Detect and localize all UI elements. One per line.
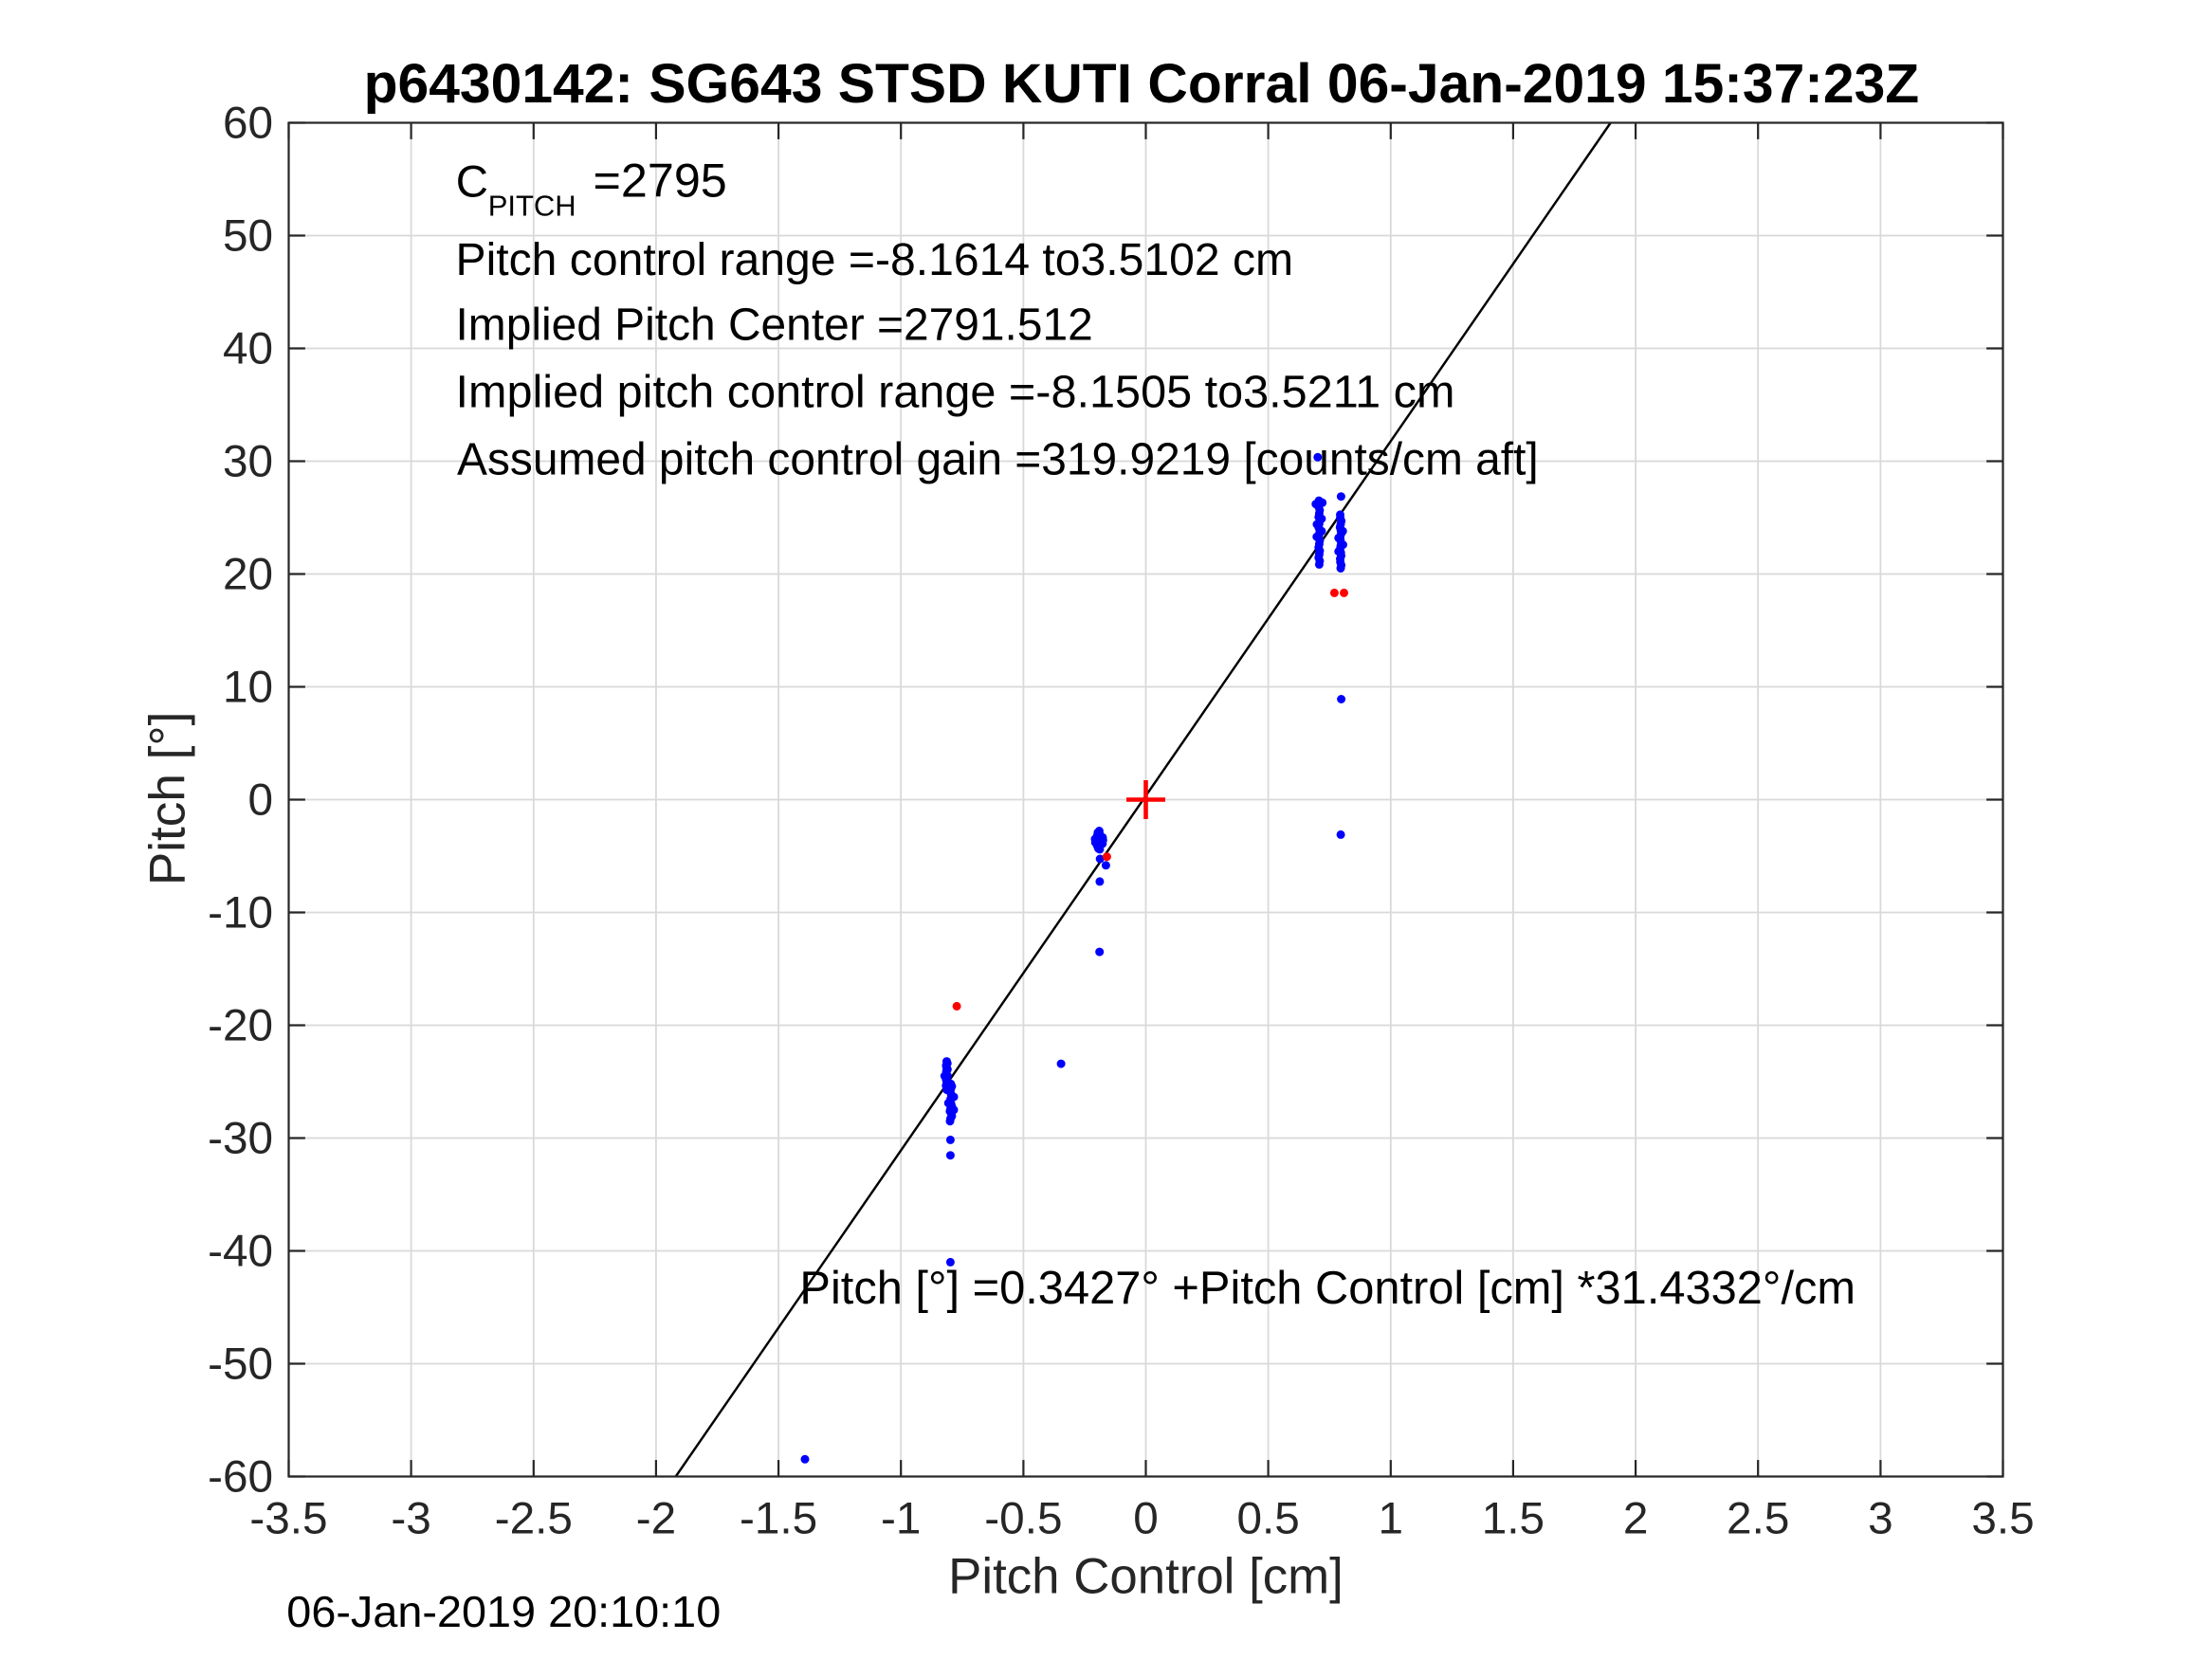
svg-text:2.5: 2.5 — [1727, 1494, 1789, 1544]
svg-text:-10: -10 — [208, 888, 273, 939]
svg-text:-1: -1 — [881, 1494, 921, 1544]
svg-text:-3: -3 — [391, 1494, 430, 1544]
svg-text:-1.5: -1.5 — [740, 1494, 817, 1544]
svg-text:-60: -60 — [208, 1452, 273, 1503]
svg-text:60: 60 — [223, 99, 273, 149]
svg-text:-0.5: -0.5 — [984, 1494, 1062, 1544]
svg-text:-30: -30 — [208, 1114, 273, 1164]
svg-text:-2: -2 — [636, 1494, 676, 1544]
svg-text:0: 0 — [247, 775, 273, 826]
svg-text:-40: -40 — [208, 1227, 273, 1277]
svg-text:=2795: =2795 — [594, 154, 727, 208]
svg-text:Implied pitch control range =-: Implied pitch control range =-8.1505 to3… — [456, 366, 1455, 417]
svg-text:20: 20 — [223, 550, 273, 600]
svg-text:Pitch [°]: Pitch [°] — [140, 712, 196, 886]
svg-text:-50: -50 — [208, 1340, 273, 1390]
svg-text:3.5: 3.5 — [1971, 1494, 2034, 1544]
svg-text:1: 1 — [1379, 1494, 1404, 1544]
svg-text:0.5: 0.5 — [1236, 1494, 1299, 1544]
svg-text:-3.5: -3.5 — [249, 1494, 327, 1544]
svg-text:1.5: 1.5 — [1482, 1494, 1545, 1544]
svg-text:50: 50 — [223, 211, 273, 262]
svg-text:-20: -20 — [208, 1001, 273, 1051]
svg-text:2: 2 — [1623, 1494, 1649, 1544]
svg-text:10: 10 — [223, 663, 273, 713]
svg-text:Pitch Control [cm]: Pitch Control [cm] — [948, 1548, 1344, 1604]
svg-text:3: 3 — [1868, 1494, 1893, 1544]
svg-text:-2.5: -2.5 — [495, 1494, 573, 1544]
svg-text:C: C — [456, 157, 488, 208]
svg-text:Pitch [°] =0.3427° +Pitch Cont: Pitch [°] =0.3427° +Pitch Control [cm] *… — [799, 1263, 1856, 1314]
svg-text:06-Jan-2019 20:10:10: 06-Jan-2019 20:10:10 — [286, 1587, 721, 1636]
svg-text:40: 40 — [223, 324, 273, 374]
svg-text:30: 30 — [223, 437, 273, 487]
svg-text:Assumed pitch control gain =31: Assumed pitch control gain =319.9219 [co… — [457, 434, 1539, 484]
svg-text:Pitch control range =-8.1614 t: Pitch control range =-8.1614 to3.5102 cm — [456, 234, 1294, 285]
svg-text:Implied Pitch Center =2791.512: Implied Pitch Center =2791.512 — [456, 300, 1093, 350]
svg-text:PITCH: PITCH — [488, 190, 576, 223]
svg-text:p6430142: SG643 STSD KUTI Corr: p6430142: SG643 STSD KUTI Corral 06-Jan-… — [364, 53, 1920, 115]
svg-text:0: 0 — [1133, 1494, 1159, 1544]
